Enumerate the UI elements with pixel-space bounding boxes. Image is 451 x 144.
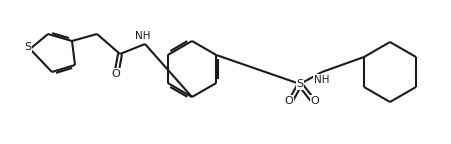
Text: NH: NH	[135, 31, 151, 41]
Text: S: S	[24, 42, 32, 52]
Text: S: S	[296, 79, 303, 89]
Text: O: O	[111, 69, 120, 79]
Text: O: O	[310, 96, 319, 106]
Text: O: O	[284, 96, 293, 106]
Text: NH: NH	[313, 75, 329, 85]
